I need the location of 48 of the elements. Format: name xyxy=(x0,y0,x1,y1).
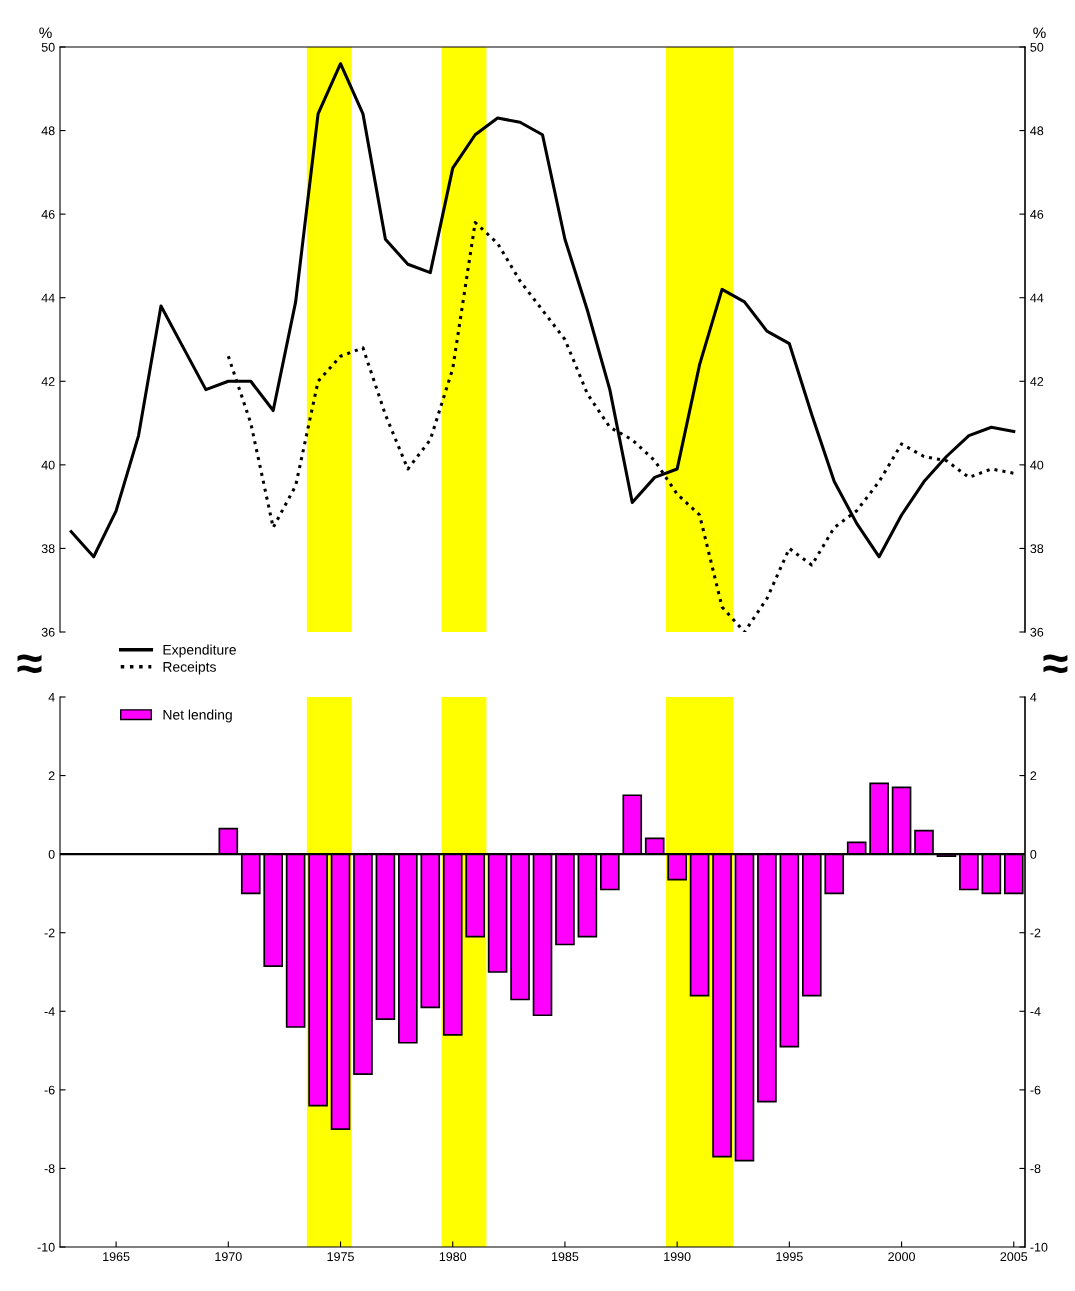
y2-tick-label: 48 xyxy=(1030,126,1044,136)
x-tick-label: 1975 xyxy=(327,1252,354,1262)
y2-tick-label: 44 xyxy=(1030,293,1044,303)
y2-tick-label: -10 xyxy=(1030,1242,1048,1252)
y-tick-label: 4 xyxy=(48,692,55,702)
legend-label: Receipts xyxy=(163,661,216,675)
y2-tick-label: -8 xyxy=(1030,1164,1041,1174)
y-tick-label: 50 xyxy=(41,42,55,52)
y-tick-label: 40 xyxy=(41,460,55,470)
y-tick-label: 0 xyxy=(48,849,55,859)
y-tick-label: -10 xyxy=(37,1242,55,1252)
y-tick-label: 48 xyxy=(41,126,55,136)
y-tick-label: 36 xyxy=(41,627,55,637)
y2-tick-label: 4 xyxy=(1030,692,1037,702)
y-tick-label: -6 xyxy=(44,1085,55,1095)
y-tick-label: 2 xyxy=(48,771,55,781)
y-tick-label: -8 xyxy=(44,1164,55,1174)
y-axis-title: % xyxy=(39,27,52,39)
x-tick-label: 1995 xyxy=(776,1252,803,1262)
x-tick-label: 1990 xyxy=(664,1252,691,1262)
y2-tick-label: 46 xyxy=(1030,209,1044,219)
y2-tick-label: 40 xyxy=(1030,460,1044,470)
x-tick-label: 1980 xyxy=(439,1252,467,1262)
y-tick-label: 42 xyxy=(41,377,55,386)
y2-tick-label: 38 xyxy=(1030,544,1044,554)
y2-tick-label: -6 xyxy=(1030,1085,1041,1095)
y2-tick-label: -4 xyxy=(1030,1007,1041,1016)
y2-tick-label: 36 xyxy=(1030,627,1044,637)
y2-tick-label: 0 xyxy=(1030,849,1037,859)
legend-label: Expenditure xyxy=(163,644,236,658)
y2-axis-title: % xyxy=(1033,27,1046,39)
y2-tick-label: 42 xyxy=(1030,377,1044,386)
x-tick-label: 1965 xyxy=(103,1252,130,1262)
x-tick-label: 1970 xyxy=(215,1252,242,1262)
y-tick-label: 46 xyxy=(41,209,55,219)
y2-tick-label: 50 xyxy=(1030,42,1044,52)
y-tick-label: -4 xyxy=(44,1007,55,1016)
y2-tick-label: -2 xyxy=(1030,928,1041,938)
x-tick-label: 2005 xyxy=(1000,1252,1028,1262)
text: ≈ xyxy=(1043,654,1068,673)
x-tick-label: 1985 xyxy=(551,1252,579,1262)
legend-label: Net lending xyxy=(163,709,232,723)
y2-tick-label: 2 xyxy=(1030,771,1037,781)
text: ≈ xyxy=(17,654,42,673)
x-tick-label: 2000 xyxy=(888,1252,915,1262)
y-tick-label: 44 xyxy=(41,293,55,303)
y-tick-label: 38 xyxy=(41,544,55,554)
y-tick-label: -2 xyxy=(44,928,55,938)
